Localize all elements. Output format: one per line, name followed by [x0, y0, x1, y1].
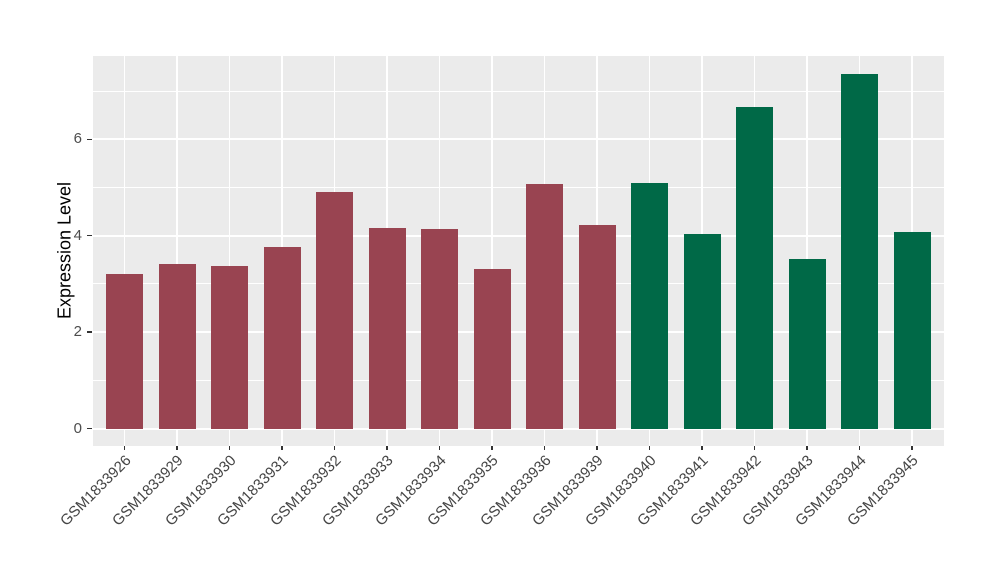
bar-GSM1833934: [421, 228, 458, 429]
major-gridline: [93, 234, 944, 237]
x-tick-mark: [333, 446, 336, 450]
y-axis-title: Expression Level: [54, 181, 75, 320]
bar-GSM1833936: [526, 183, 563, 429]
vertical-gridline: [123, 56, 126, 446]
vertical-gridline: [176, 56, 178, 446]
x-tick-mark: [701, 446, 703, 450]
x-tick-mark: [123, 446, 126, 450]
x-tick-mark: [386, 446, 388, 450]
bar-GSM1833939: [578, 224, 616, 429]
vertical-gridline: [806, 56, 808, 446]
x-tick-mark: [281, 446, 283, 450]
y-tick-label: 4: [73, 226, 82, 244]
bar-GSM1833926: [106, 274, 143, 429]
x-tick-mark: [596, 446, 598, 450]
bar-GSM1833931: [263, 246, 301, 429]
x-tick-mark: [753, 446, 756, 450]
bar-GSM1833930: [211, 265, 248, 429]
bar-GSM1833935: [473, 269, 511, 429]
x-tick-mark: [911, 446, 913, 450]
bar-GSM1833943: [788, 258, 826, 429]
x-tick-mark: [543, 446, 546, 450]
bar-GSM1833942: [736, 106, 773, 429]
bar-GSM1833940: [631, 182, 668, 429]
y-tick-mark: [87, 331, 92, 333]
bar-GSM1833944: [841, 73, 878, 429]
y-tick-mark: [87, 138, 92, 141]
bar-GSM1833941: [683, 234, 721, 429]
vertical-gridline: [228, 56, 231, 446]
bar-GSM1833929: [158, 263, 196, 429]
minor-gridline: [93, 283, 944, 285]
y-tick-mark: [87, 234, 92, 237]
x-tick-mark: [648, 446, 651, 450]
y-tick-label: 6: [73, 130, 82, 148]
bar-GSM1833933: [368, 228, 406, 429]
x-tick-mark: [806, 446, 808, 450]
x-tick-mark: [176, 446, 178, 450]
vertical-gridline: [491, 56, 493, 446]
x-tick-mark: [228, 446, 231, 450]
major-gridline: [93, 427, 944, 430]
x-tick-mark: [438, 446, 441, 450]
y-tick-mark: [87, 427, 92, 430]
minor-gridline: [93, 90, 944, 92]
y-tick-label: 2: [73, 323, 82, 341]
y-tick-label: 0: [73, 419, 82, 437]
plot-area: [93, 56, 944, 446]
bar-GSM1833932: [316, 191, 353, 429]
minor-gridline: [93, 379, 944, 381]
major-gridline: [93, 331, 944, 334]
x-tick-mark: [491, 446, 493, 450]
bar-GSM1833945: [893, 231, 931, 429]
minor-gridline: [93, 187, 944, 188]
major-gridline: [93, 138, 944, 141]
x-tick-mark: [858, 446, 861, 450]
